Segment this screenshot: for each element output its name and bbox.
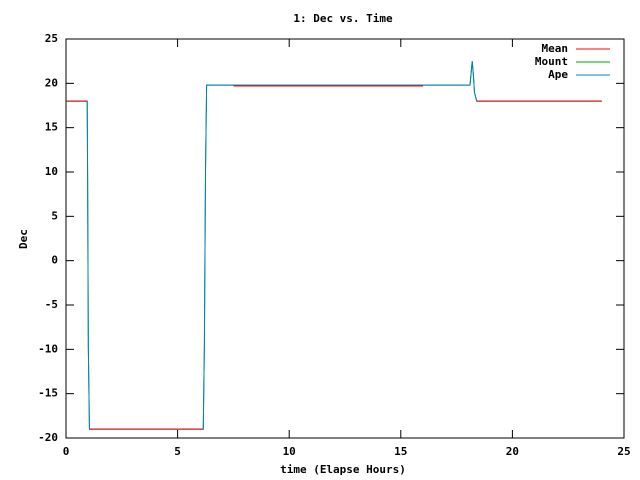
legend-label: Ape <box>548 68 568 81</box>
y-tick-label: 25 <box>45 32 58 45</box>
y-tick-label: 0 <box>51 254 58 267</box>
y-tick-label: 5 <box>51 209 58 222</box>
chart-title: 1: Dec vs. Time <box>293 12 393 25</box>
y-axis-label: Dec <box>17 229 30 249</box>
x-tick-label: 5 <box>174 445 181 458</box>
x-tick-label: 0 <box>63 445 70 458</box>
y-tick-label: -20 <box>38 431 58 444</box>
series-line <box>66 85 602 430</box>
y-tick-label: -15 <box>38 387 58 400</box>
x-tick-label: 10 <box>283 445 296 458</box>
x-tick-label: 25 <box>617 445 630 458</box>
y-tick-label: 10 <box>45 165 58 178</box>
x-tick-label: 15 <box>394 445 407 458</box>
plot-frame <box>65 38 625 439</box>
y-tick-label: 20 <box>45 76 58 89</box>
y-tick-label: -10 <box>38 342 58 355</box>
x-axis-label: time (Elapse Hours) <box>280 463 406 476</box>
y-tick-label: 15 <box>45 121 58 134</box>
legend-label: Mount <box>535 55 568 68</box>
x-tick-label: 20 <box>506 445 519 458</box>
y-tick-label: -5 <box>45 298 58 311</box>
legend-label: Mean <box>542 42 569 55</box>
series-line <box>66 61 602 430</box>
